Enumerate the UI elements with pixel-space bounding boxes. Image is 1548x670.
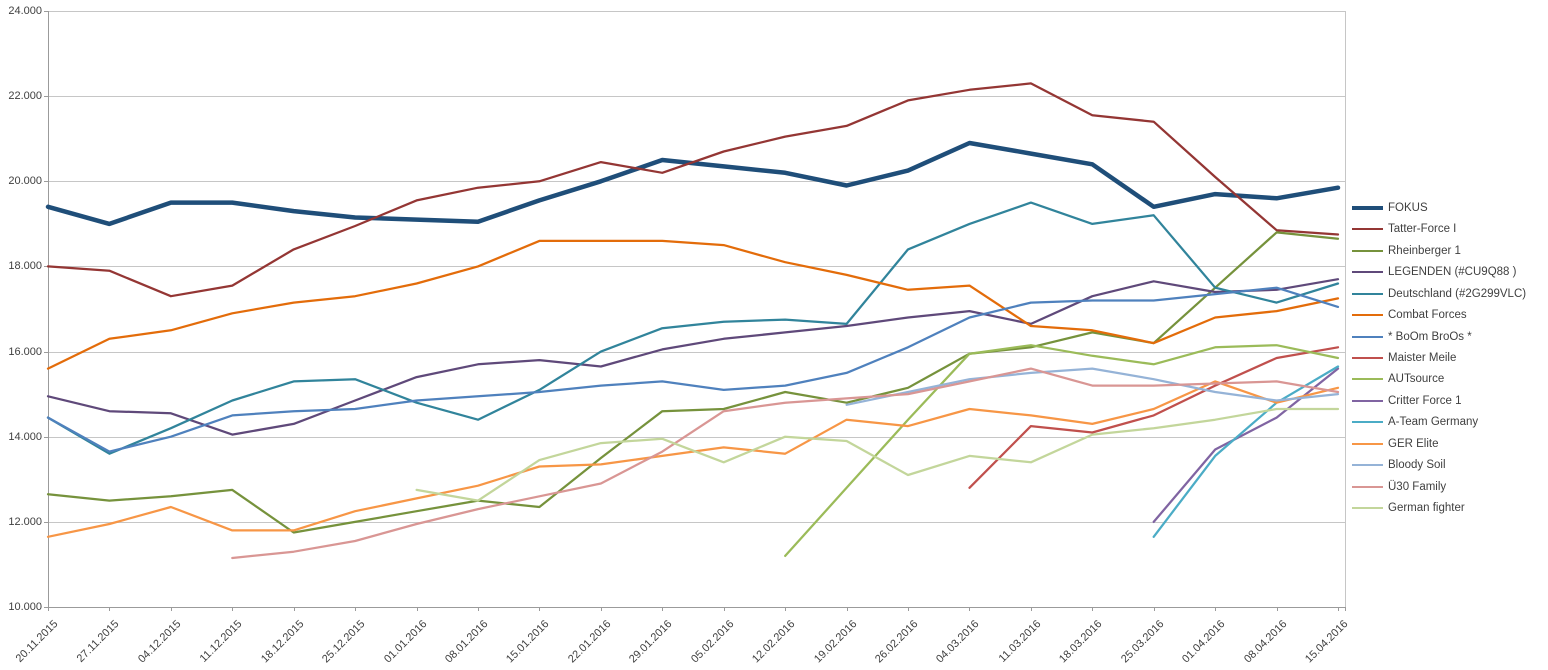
series-line-maister-meile[interactable] (968, 346, 1340, 489)
legend-swatch (1352, 271, 1383, 274)
legend-label: Bloody Soil (1388, 459, 1446, 472)
legend-swatch (1352, 292, 1383, 295)
series-line-a-team-germany[interactable] (1152, 365, 1340, 538)
legend-label: Critter Force 1 (1388, 394, 1462, 407)
series-line-deutschland-2g299vlc-[interactable] (46, 201, 1340, 455)
legend-swatch (1352, 335, 1383, 338)
legend-item-critter-force-1[interactable]: Critter Force 1 (1352, 393, 1462, 409)
legend-item-a-team-germany[interactable]: A-Team Germany (1352, 414, 1478, 430)
legend-label: Maister Meile (1388, 352, 1457, 364)
y-axis-label: 24.000 (8, 5, 42, 17)
legend-item--30-family[interactable]: Ü30 Family (1352, 479, 1446, 495)
series-line-ger-elite[interactable] (46, 380, 1340, 538)
legend-item-german-fighter[interactable]: German fighter (1352, 500, 1465, 516)
y-axis-label: 10.000 (8, 601, 42, 613)
legend-swatch (1352, 357, 1383, 359)
legend-swatch (1352, 399, 1383, 402)
legend-label: AUTsource (1388, 373, 1445, 386)
legend-swatch (1352, 206, 1383, 210)
series-line-combat-forces[interactable] (46, 239, 1340, 370)
legend-label: * BoOm BroOs * (1388, 330, 1472, 343)
legend-item-fokus[interactable]: FOKUS (1352, 200, 1428, 216)
legend-label: German fighter (1388, 502, 1465, 515)
legend-swatch (1352, 442, 1383, 445)
legend-item-bloody-soil[interactable]: Bloody Soil (1352, 457, 1446, 473)
series-line-german-fighter[interactable] (415, 407, 1340, 502)
legend-label: LEGENDEN (#CU9Q88 ) (1388, 266, 1517, 279)
legend-item-combat-forces[interactable]: Combat Forces (1352, 307, 1467, 323)
legend-label: Ü30 Family (1388, 480, 1447, 493)
series-line-tatter-force-i[interactable] (46, 82, 1340, 298)
series-line-fokus[interactable] (45, 140, 1341, 227)
y-axis-label: 12.000 (8, 515, 42, 528)
legend-swatch (1352, 464, 1383, 467)
series-line-rheinberger-1[interactable] (46, 231, 1340, 534)
legend-label: Tatter-Force I (1388, 223, 1457, 236)
legend-label: Deutschland (#2G299VLC) (1388, 287, 1527, 300)
legend-item-rheinberger-1[interactable]: Rheinberger 1 (1352, 243, 1461, 259)
y-axis-label: 22.000 (8, 90, 42, 103)
legend-item--boom-broos-[interactable]: * BoOm BroOs * (1352, 329, 1472, 345)
y-axis-label: 14.000 (8, 430, 42, 443)
y-axis-label: 18.000 (8, 260, 42, 273)
legend-item-legenden-cu9q88-[interactable]: LEGENDEN (#CU9Q88 ) (1352, 264, 1516, 280)
y-axis-label: 20.000 (8, 175, 42, 188)
series-line-legenden-cu9q88-[interactable] (46, 278, 1340, 436)
series-line--boom-broos-[interactable] (46, 286, 1340, 453)
series-line-critter-force-1[interactable] (1152, 367, 1340, 524)
legend-label: GER Elite (1388, 437, 1439, 450)
legend-swatch (1352, 485, 1383, 488)
y-axis-label: 16.000 (8, 345, 42, 358)
legend-item-deutschland-2g299vlc-[interactable]: Deutschland (#2G299VLC) (1352, 286, 1526, 302)
series-line-bloody-soil[interactable] (845, 367, 1340, 406)
legend-swatch (1352, 378, 1383, 381)
legend-swatch (1352, 507, 1383, 510)
legend-item-autsource[interactable]: AUTsource (1352, 371, 1444, 387)
legend-swatch (1352, 228, 1383, 231)
legend-swatch (1352, 314, 1383, 317)
legend-label: A-Team Germany (1388, 416, 1479, 429)
legend-item-maister-meile[interactable]: Maister Meile (1352, 350, 1456, 366)
legend-swatch (1352, 421, 1383, 424)
legend-item-tatter-force-i[interactable]: Tatter-Force I (1352, 221, 1456, 237)
legend-item-ger-elite[interactable]: GER Elite (1352, 436, 1439, 452)
legend-label: Rheinberger 1 (1388, 244, 1461, 257)
series-line--30-family[interactable] (231, 367, 1340, 560)
legend-label: Combat Forces (1388, 309, 1467, 322)
series-line-autsource[interactable] (784, 344, 1340, 558)
legend-swatch (1352, 249, 1383, 252)
legend-label: FOKUS (1388, 202, 1428, 214)
